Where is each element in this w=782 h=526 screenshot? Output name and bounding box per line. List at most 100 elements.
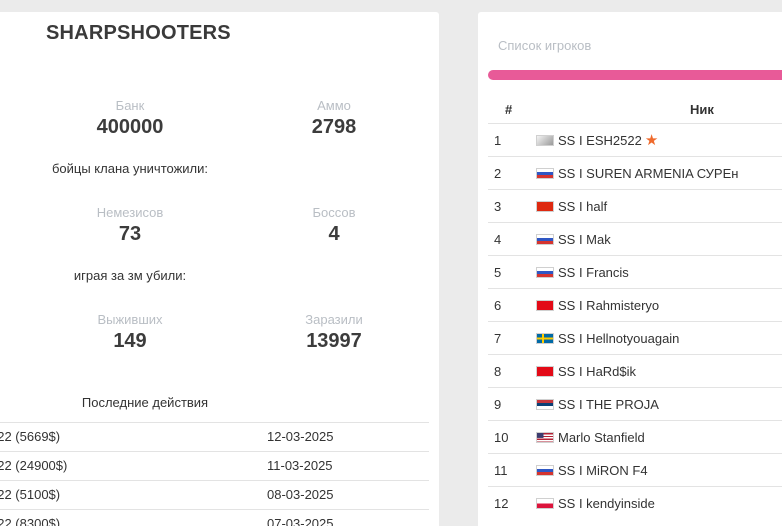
player-nick-text: SS I Francis	[558, 265, 629, 280]
player-rank: 2	[494, 166, 502, 181]
player-nick-text: SS I HaRd$ik	[558, 364, 637, 379]
player-row[interactable]: 9 SS I THE PROJA	[488, 387, 782, 420]
player-nick-text: SS I ESH2522	[558, 133, 642, 148]
action-player: 522 (8300$)	[0, 516, 61, 526]
player-nick[interactable]: SS I THE PROJA	[536, 397, 659, 412]
clan-name: SHARPSHOOTERS	[46, 22, 231, 44]
flag-pl-icon	[536, 498, 554, 509]
nemesis-value: 73	[118, 223, 142, 245]
player-nick[interactable]: SS I Rahmisteryo	[536, 298, 659, 313]
survivors-stat: Выживших 149	[30, 312, 230, 354]
clan-card: SHARPSHOOTERS Банк 400000 Аммо 2798 бойц…	[0, 12, 439, 526]
ammo-stat: Аммо 2798	[234, 98, 434, 140]
player-row[interactable]: 10 Marlo Stanfield	[488, 420, 782, 453]
player-rank: 11	[494, 463, 508, 478]
recent-actions-title: Последние действия	[81, 395, 209, 410]
player-rank: 8	[494, 364, 502, 379]
player-nick[interactable]: SS I Mak	[536, 232, 611, 247]
player-rank: 3	[494, 199, 502, 214]
column-header-nick: Ник	[690, 102, 714, 117]
player-nick[interactable]: SS I Hellnotyouagain	[536, 331, 679, 346]
ammo-label: Аммо	[317, 98, 351, 113]
nemesis-stat: Немезисов 73	[30, 205, 230, 247]
player-row[interactable]: 5 SS I Francis	[488, 255, 782, 288]
player-rank: 5	[494, 265, 502, 280]
player-nick-text: Marlo Stanfield	[558, 430, 645, 445]
flag-ru-icon	[536, 168, 554, 179]
player-row[interactable]: 6 SS I Rahmisteryo	[488, 288, 782, 321]
player-nick[interactable]: SS I kendyinside	[536, 496, 655, 511]
player-row[interactable]: 1 SS I ESH2522 ★	[488, 123, 782, 156]
action-player: 522 (5100$)	[0, 487, 61, 502]
action-date: 12-03-2025	[267, 429, 334, 444]
recent-actions-list: 522 (5669$) 12-03-2025 522 (24900$) 11-0…	[0, 422, 429, 526]
infected-value: 13997	[306, 330, 362, 352]
survivors-value: 149	[113, 330, 147, 352]
player-rank: 12	[494, 496, 509, 511]
action-row: 522 (5669$) 12-03-2025	[0, 422, 429, 451]
player-nick-text: SS I Hellnotyouagain	[558, 331, 680, 346]
action-date: 08-03-2025	[267, 487, 334, 502]
player-row[interactable]: 11 SS I MiRON F4	[488, 453, 782, 486]
player-row[interactable]: 4 SS I Mak	[488, 222, 782, 255]
flag-ru-icon	[536, 465, 554, 476]
bosses-value: 4	[328, 223, 340, 245]
player-nick[interactable]: Marlo Stanfield	[536, 430, 645, 445]
action-player: 522 (24900$)	[0, 458, 68, 473]
infected-stat: Заразили 13997	[234, 312, 434, 354]
bosses-stat: Боссов 4	[234, 205, 434, 247]
player-nick-text: SS I Mak	[558, 232, 611, 247]
survivors-label: Выживших	[97, 312, 163, 327]
player-nick[interactable]: SS I half	[536, 199, 607, 214]
nemesis-label: Немезисов	[96, 205, 164, 220]
player-nick-text: SS I THE PROJA	[558, 397, 659, 412]
zm-heading: играя за зм убили:	[73, 268, 187, 283]
players-card: Список игроков # Ник 1 SS I ESH2522 ★ 2 SS I…	[478, 12, 782, 526]
action-row: 522 (8300$) 07-03-2025	[0, 509, 429, 526]
bosses-label: Боссов	[312, 205, 356, 220]
player-nick-text: SS I half	[558, 199, 608, 214]
players-list-title: Список игроков	[498, 38, 592, 53]
player-nick[interactable]: SS I ESH2522 ★	[536, 133, 658, 148]
player-nick[interactable]: SS I SUREN ARMENIA СУРЕн	[536, 166, 738, 181]
player-rank: 4	[494, 232, 502, 247]
action-row: 522 (5100$) 08-03-2025	[0, 480, 429, 509]
flag-tr-icon	[536, 300, 554, 311]
bank-stat: Банк 400000	[30, 98, 230, 140]
player-nick[interactable]: SS I Francis	[536, 265, 629, 280]
leader-star-icon: ★	[644, 132, 659, 149]
player-nick-text: SS I kendyinside	[558, 496, 655, 511]
flag-rs-icon	[536, 399, 554, 410]
players-header-bar	[488, 70, 782, 80]
bank-label: Банк	[115, 98, 145, 113]
action-player: 522 (5669$)	[0, 429, 61, 444]
action-date: 07-03-2025	[267, 516, 334, 526]
flag-cn-icon	[536, 201, 554, 212]
player-row[interactable]: 3 SS I half	[488, 189, 782, 222]
player-rank: 1	[494, 133, 502, 148]
flag-unknown-icon	[536, 135, 554, 146]
infected-label: Заразили	[305, 312, 363, 327]
flag-ru-icon	[536, 234, 554, 245]
player-nick[interactable]: SS I MiRON F4	[536, 463, 648, 478]
player-rank: 9	[494, 397, 502, 412]
player-row[interactable]: 2 SS I SUREN ARMENIA СУРЕн	[488, 156, 782, 189]
player-row[interactable]: 8 SS I HaRd$ik	[488, 354, 782, 387]
player-row[interactable]: 12 SS I kendyinside	[488, 486, 782, 519]
player-nick[interactable]: SS I HaRd$ik	[536, 364, 636, 379]
action-row: 522 (24900$) 11-03-2025	[0, 451, 429, 480]
flag-tr-icon	[536, 366, 554, 377]
player-rank: 10	[494, 430, 509, 445]
player-rank: 6	[494, 298, 502, 313]
bank-value: 400000	[96, 116, 164, 138]
flag-us-icon	[536, 432, 554, 443]
player-nick-text: SS I MiRON F4	[558, 463, 648, 478]
players-table-header: # Ник	[488, 100, 782, 124]
player-row[interactable]: 7 SS I Hellnotyouagain	[488, 321, 782, 354]
action-date: 11-03-2025	[267, 458, 333, 473]
flag-ru-icon	[536, 267, 554, 278]
ammo-value: 2798	[311, 116, 357, 138]
player-nick-text: SS I SUREN ARMENIA СУРЕн	[558, 166, 739, 181]
flag-se-icon	[536, 333, 554, 344]
player-rank: 7	[494, 331, 502, 346]
